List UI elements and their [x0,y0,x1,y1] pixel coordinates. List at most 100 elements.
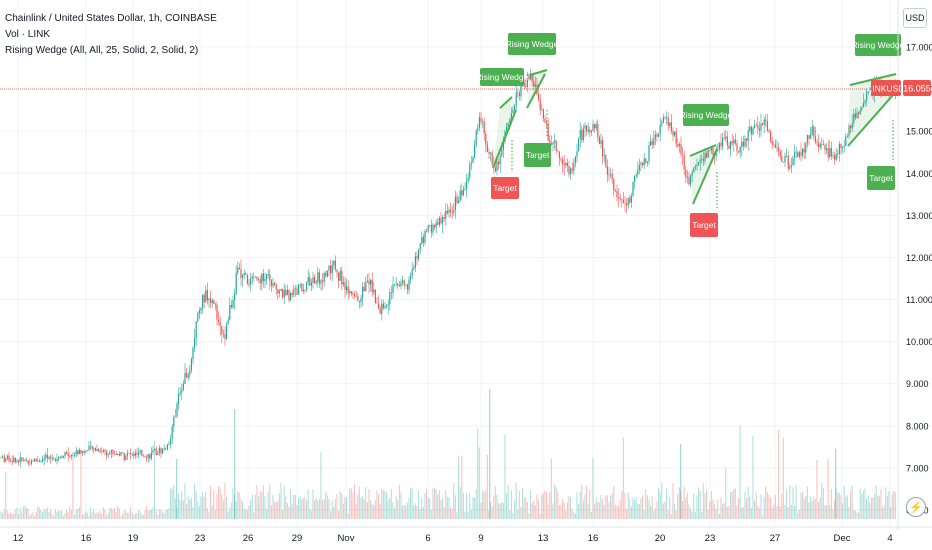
candle-body [627,198,629,206]
candle-body [424,231,426,243]
candle-body [150,452,152,459]
volume-bar [490,501,492,519]
wedge-lower-line [492,109,517,169]
volume-bar [877,495,879,519]
candle-body [446,210,448,214]
volume-bar [360,497,362,519]
candle-body [688,176,690,185]
volume-bar [445,490,447,519]
volume-indicator-label[interactable]: Vol · LINK [5,29,51,40]
volume-bar [139,511,141,519]
candle-body [653,139,655,145]
volume-bar [123,510,125,519]
volume-bar [429,498,431,519]
candle-body [128,452,130,454]
candle-body [110,450,112,453]
candle-body [578,139,580,152]
candle-body [562,159,564,165]
volume-bar [714,504,716,519]
candle-body [2,456,4,458]
candle-body [726,136,728,146]
price-axis[interactable]: 17.00016.00015.00014.00013.00012.00011.0… [897,0,932,530]
volume-bar [216,493,218,519]
lightning-icon[interactable]: ⚡ [906,497,926,517]
candle-body [810,134,812,139]
volume-bar [130,507,132,519]
currency-button[interactable]: USD [903,8,927,28]
candle-body [698,162,700,165]
candle-body [398,285,400,287]
candle-body [258,279,260,280]
y-tick-label: 12.000 [906,253,932,263]
volume-bar [406,502,408,519]
y-tick-label: 17.000 [906,43,932,53]
candle-body [363,286,365,292]
candle-body [790,165,792,167]
wedge-lower-line [526,73,546,109]
candle-body [587,129,589,132]
candle-body [238,267,240,269]
candle-body [109,452,111,455]
time-axis[interactable]: 12 16 19 23 26 29 Nov 6 9 13 16 20 23 27 Dec 4 [0,526,932,544]
symbol-title[interactable]: Chainlink / United States Dollar, 1h, CO… [5,13,217,24]
rising-wedge-indicator-label[interactable]: Rising Wedge (All, All, 25, Solid, 2, So… [5,45,199,56]
volume-bar [318,499,320,519]
volume-bar [482,490,484,519]
candle-body [254,276,256,278]
volume-bar [107,512,109,519]
volume-bar [488,511,490,519]
candle-body [58,457,60,459]
candle-body [66,452,68,454]
volume-bar [813,496,815,519]
candle-body [48,456,50,459]
volume-bar [602,499,604,519]
wedge-upper-line [689,144,717,157]
candle-body [16,460,18,462]
volume-bar [221,494,223,519]
candle-body [176,403,178,417]
volume-bar [515,482,517,519]
candle-body [155,448,157,455]
candle-body [674,131,676,136]
candle-body [86,450,88,451]
volume-bar [579,491,581,519]
volume-bar [786,488,788,519]
candle-body [818,142,820,148]
volume-bar [758,508,760,519]
candle-body [733,139,735,144]
candle-body [718,142,720,150]
candle-body [379,308,381,314]
candle-body [861,106,863,110]
candle-body [352,293,354,295]
x-tick-label: 26 [243,533,254,544]
candle-body [38,460,40,462]
volume-bar [560,504,562,519]
candle-body [251,276,253,279]
candle-body [552,142,554,145]
volume-bar [6,510,8,519]
volume-bar [342,503,344,519]
candle-body [610,173,612,175]
volume-bar [147,510,149,519]
candle-body [21,457,23,461]
volume-bar [181,491,183,519]
volume-bar [101,513,103,519]
volume-bar [622,437,624,519]
wedge-label-box [508,33,556,55]
volume-bar [304,496,306,519]
volume-bar [200,496,202,519]
candle-body [629,198,631,203]
volume-bar [891,494,893,519]
volume-bar [40,509,42,519]
candle-body [22,460,24,461]
volume-bar [270,505,272,519]
volume-bar [328,499,330,519]
volume-bar [491,506,493,519]
volume-bar [536,494,538,519]
candle-body [144,456,146,458]
volume-bar [34,515,36,519]
candle-body [309,277,311,286]
volume-bar [163,513,165,519]
volume-bar [686,492,688,519]
